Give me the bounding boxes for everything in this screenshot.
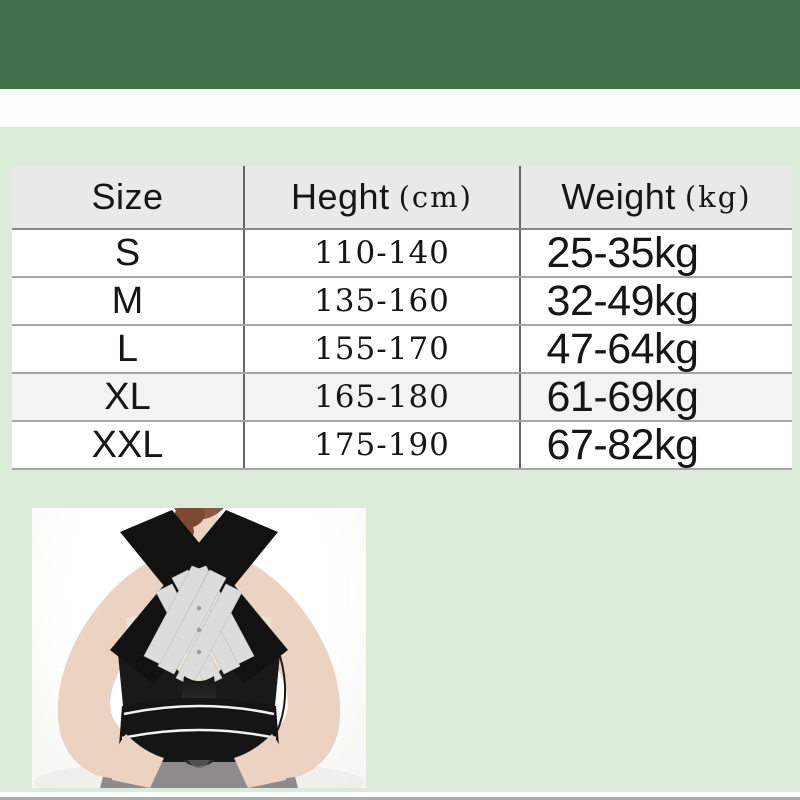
weight-cell: 61-69kg [546,374,699,420]
height-cell: 175-190 [245,422,521,468]
table-header-row: Size Heght (cm) Weight (kg) [12,166,792,230]
size-chart-table: Size Heght (cm) Weight (kg) S 110-140 25… [12,166,792,470]
height-cell: 110-140 [245,230,521,276]
height-cell: 135-160 [245,278,521,324]
divider-band [0,89,800,127]
column-header-height-unit: (cm) [398,180,473,214]
table-row-xl: XL 165-180 61-69kg [12,374,792,422]
table-row-s: S 110-140 25-35kg [12,230,792,278]
size-cell: M [12,278,245,324]
column-header-size: Size [12,166,245,228]
weight-cell: 25-35kg [546,230,699,276]
product-photo [32,508,366,788]
posture-brace-figure-illustration [34,508,364,788]
weight-cell: 47-64kg [546,326,699,372]
column-header-weight-unit: (kg) [684,180,752,214]
column-header-weight-label: Weight [561,176,676,217]
hands-on-hips [111,734,287,788]
table-row-xxl: XXL 175-190 67-82kg [12,422,792,470]
adjustment-cord [275,655,287,735]
height-cell: 165-180 [245,374,521,420]
column-header-height-label: Heght [291,176,390,217]
bottom-strip [0,792,800,800]
table-row-m: M 135-160 32-49kg [12,278,792,326]
column-header-size-label: Size [91,176,164,217]
column-header-weight: Weight (kg) [521,166,792,228]
table-row-l: L 155-170 47-64kg [12,326,792,374]
column-header-height: Heght (cm) [245,166,521,228]
bottom-divider-line [0,797,800,800]
top-green-banner [0,0,800,89]
support-laces [143,565,255,687]
size-cell: XXL [12,422,245,468]
weight-cell: 67-82kg [546,422,699,468]
height-cell: 155-170 [245,326,521,372]
weight-cell: 32-49kg [546,278,699,324]
size-cell: S [12,230,245,276]
waist-belt [118,698,280,760]
size-cell: L [12,326,245,372]
size-cell: XL [12,374,245,420]
